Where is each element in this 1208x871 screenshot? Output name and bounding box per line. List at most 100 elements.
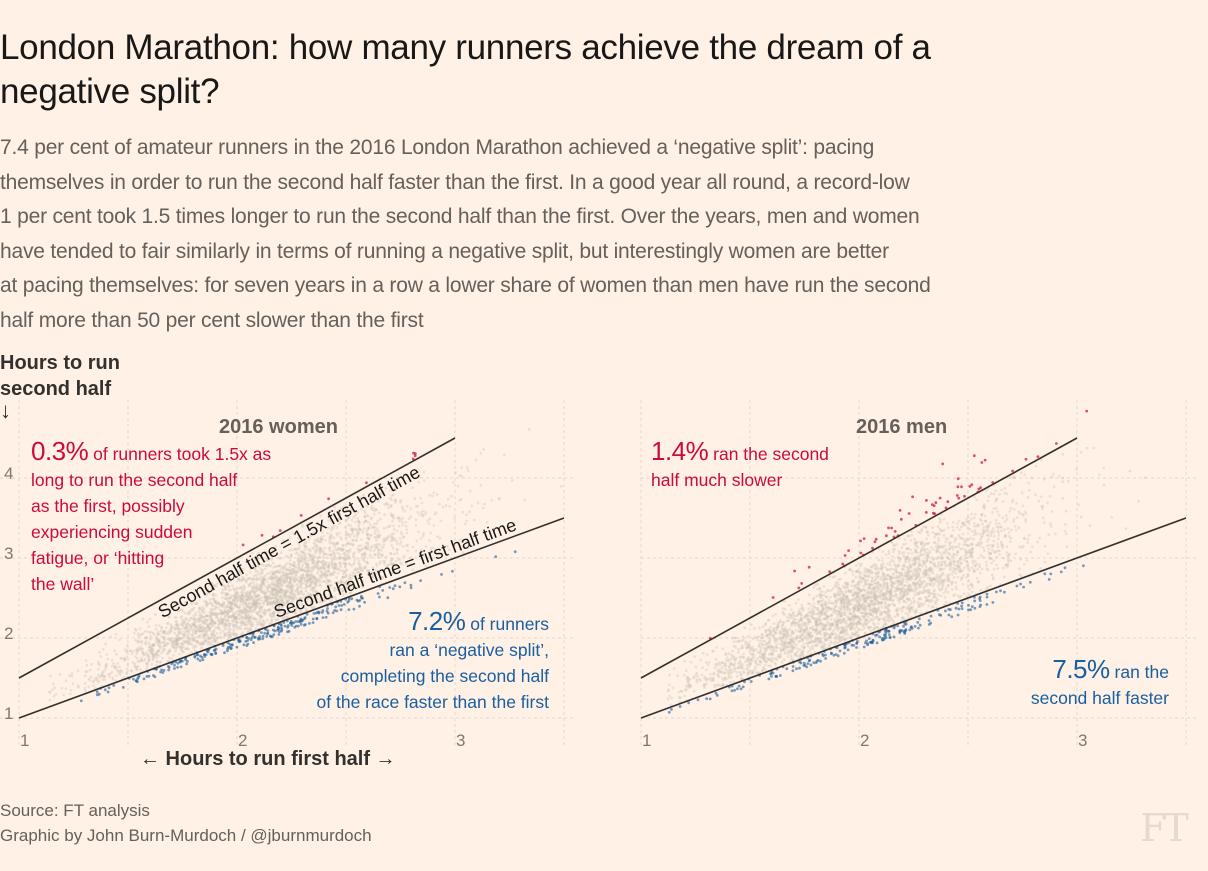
point-negative-split bbox=[451, 569, 454, 573]
point-even-split bbox=[903, 560, 907, 564]
point-negative-split bbox=[286, 625, 289, 629]
point-even-split bbox=[262, 602, 266, 606]
point-even-split bbox=[200, 626, 203, 630]
point-even-split bbox=[279, 578, 283, 582]
point-even-split bbox=[190, 637, 193, 641]
point-even-split bbox=[351, 529, 355, 532]
point-even-split bbox=[250, 614, 254, 618]
point-even-split bbox=[139, 647, 143, 651]
point-even-split bbox=[149, 652, 152, 655]
point-even-split bbox=[215, 632, 219, 635]
point-negative-split bbox=[947, 613, 951, 617]
point-even-split bbox=[322, 574, 326, 578]
point-even-split bbox=[234, 634, 238, 638]
point-even-split bbox=[202, 627, 205, 631]
point-even-split bbox=[374, 553, 377, 557]
point-even-split bbox=[305, 563, 308, 566]
point-even-split bbox=[175, 642, 179, 646]
point-even-split bbox=[297, 562, 300, 566]
point-even-split bbox=[300, 602, 304, 606]
point-even-split bbox=[371, 566, 375, 570]
point-even-split bbox=[328, 541, 332, 545]
point-even-split bbox=[330, 541, 334, 545]
point-even-split bbox=[413, 497, 417, 500]
point-even-split bbox=[369, 549, 373, 552]
point-even-split bbox=[302, 560, 306, 564]
point-even-split bbox=[700, 673, 704, 677]
point-even-split bbox=[393, 538, 396, 542]
point-even-split bbox=[125, 649, 129, 653]
point-even-split bbox=[381, 553, 384, 557]
point-even-split bbox=[135, 652, 139, 655]
point-even-split bbox=[435, 493, 439, 497]
point-even-split bbox=[272, 611, 276, 615]
title-line: London Marathon: how many runners achiev… bbox=[0, 28, 931, 67]
y-tick-label: 2 bbox=[4, 624, 13, 643]
point-even-split bbox=[334, 557, 337, 561]
point-negative-split bbox=[299, 622, 303, 626]
point-even-split bbox=[245, 598, 249, 601]
point-even-split bbox=[211, 622, 214, 626]
point-much-slower bbox=[934, 501, 938, 505]
point-even-split bbox=[253, 591, 256, 594]
point-even-split bbox=[232, 615, 236, 619]
point-negative-split bbox=[294, 620, 298, 623]
point-even-split bbox=[241, 590, 244, 593]
point-even-split bbox=[411, 545, 415, 549]
point-even-split bbox=[782, 658, 786, 661]
point-even-split bbox=[278, 564, 282, 568]
point-even-split bbox=[262, 619, 265, 623]
point-even-split bbox=[227, 601, 231, 604]
point-even-split bbox=[206, 643, 210, 646]
point-even-split bbox=[297, 556, 301, 560]
point-even-split bbox=[194, 630, 198, 634]
point-even-split bbox=[354, 539, 357, 542]
point-even-split bbox=[198, 606, 201, 609]
point-even-split bbox=[52, 682, 55, 686]
point-even-split bbox=[960, 525, 963, 529]
point-even-split bbox=[314, 579, 318, 583]
point-even-split bbox=[764, 628, 768, 632]
point-even-split bbox=[191, 608, 194, 612]
point-even-split bbox=[155, 656, 159, 660]
point-even-split bbox=[213, 621, 217, 625]
point-even-split bbox=[296, 588, 300, 592]
point-even-split bbox=[259, 571, 263, 575]
point-even-split bbox=[279, 579, 283, 582]
point-even-split bbox=[337, 556, 341, 560]
point-even-split bbox=[226, 619, 230, 623]
point-even-split bbox=[135, 656, 139, 660]
point-even-split bbox=[288, 580, 291, 584]
point-even-split bbox=[313, 577, 316, 581]
point-even-split bbox=[309, 554, 313, 558]
point-even-split bbox=[444, 504, 448, 507]
point-negative-split bbox=[376, 592, 380, 595]
point-even-split bbox=[331, 549, 335, 553]
point-even-split bbox=[246, 610, 250, 613]
point-even-split bbox=[261, 619, 265, 623]
point-even-split bbox=[177, 630, 181, 634]
point-even-split bbox=[181, 649, 184, 653]
point-even-split bbox=[280, 588, 284, 592]
point-even-split bbox=[289, 568, 293, 572]
point-even-split bbox=[344, 562, 348, 566]
point-even-split bbox=[274, 618, 277, 622]
point-even-split bbox=[324, 563, 327, 567]
point-even-split bbox=[365, 504, 369, 508]
point-even-split bbox=[262, 589, 266, 593]
point-even-split bbox=[163, 641, 167, 645]
point-even-split bbox=[249, 616, 253, 620]
point-even-split bbox=[239, 611, 243, 614]
point-even-split bbox=[332, 551, 336, 555]
point-even-split bbox=[476, 501, 480, 505]
point-even-split bbox=[182, 610, 185, 614]
point-even-split bbox=[263, 608, 267, 612]
point-even-split bbox=[760, 632, 764, 636]
point-even-split bbox=[363, 515, 367, 519]
point-even-split bbox=[231, 584, 234, 588]
point-even-split bbox=[219, 635, 223, 639]
point-even-split bbox=[101, 678, 105, 682]
point-even-split bbox=[363, 515, 367, 518]
point-even-split bbox=[1005, 518, 1009, 521]
point-even-split bbox=[125, 672, 128, 676]
